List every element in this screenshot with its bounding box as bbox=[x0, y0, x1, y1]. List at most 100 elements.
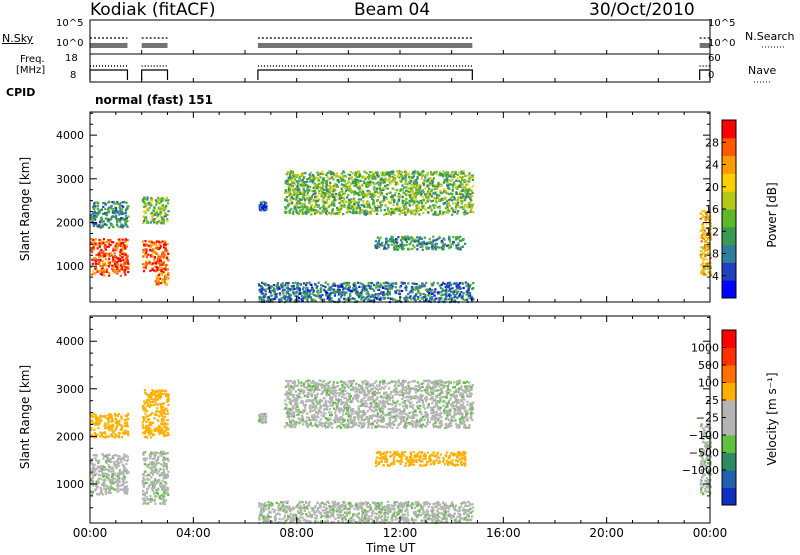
echo-cell bbox=[288, 203, 290, 205]
echo-cell bbox=[99, 435, 101, 437]
echo-cell bbox=[114, 252, 116, 254]
echo-cell bbox=[115, 265, 117, 267]
echo-cell bbox=[406, 244, 408, 246]
echo-cell bbox=[365, 195, 367, 197]
echo-cell bbox=[142, 406, 144, 408]
echo-cell bbox=[165, 266, 167, 268]
echo-cell bbox=[296, 203, 298, 205]
echo-cell bbox=[448, 298, 450, 300]
echo-cell bbox=[369, 184, 371, 186]
echo-cell bbox=[464, 175, 466, 177]
echo-cell bbox=[390, 214, 392, 216]
echo-cell bbox=[101, 271, 103, 273]
echo-cell bbox=[96, 244, 98, 246]
echo-cell bbox=[114, 429, 116, 431]
echo-cell bbox=[93, 467, 95, 469]
echo-cell bbox=[98, 270, 100, 272]
echo-cell bbox=[312, 174, 314, 176]
echo-cell bbox=[100, 265, 102, 267]
echo-cell bbox=[457, 185, 459, 187]
echo-cell bbox=[423, 191, 425, 193]
echo-cell bbox=[156, 269, 158, 271]
echo-cell bbox=[409, 204, 411, 206]
echo-cell bbox=[446, 245, 448, 247]
echo-cell bbox=[120, 265, 122, 267]
echo-cell bbox=[165, 408, 167, 410]
echo-cell bbox=[381, 194, 383, 196]
echo-cell bbox=[445, 175, 447, 177]
echo-cell bbox=[314, 300, 316, 302]
echo-cell bbox=[108, 258, 110, 260]
echo-cell bbox=[152, 461, 154, 463]
echo-cell bbox=[167, 404, 169, 406]
echo-cell bbox=[165, 199, 167, 201]
echo-cell bbox=[325, 212, 327, 214]
echo-cell bbox=[374, 183, 376, 185]
echo-cell bbox=[118, 479, 120, 481]
echo-cell bbox=[446, 204, 448, 206]
echo-cell bbox=[111, 225, 113, 227]
echo-cell bbox=[154, 391, 156, 393]
echo-cell bbox=[286, 196, 288, 198]
echo-cell bbox=[423, 199, 425, 201]
echo-cell bbox=[427, 172, 429, 174]
echo-cell bbox=[303, 290, 305, 292]
echo-cell bbox=[116, 247, 118, 249]
echo-cell bbox=[439, 190, 441, 192]
echo-cell bbox=[283, 285, 285, 287]
echo-cell bbox=[377, 181, 379, 183]
echo-cell bbox=[311, 195, 313, 197]
echo-cell bbox=[701, 234, 703, 236]
echo-cell bbox=[111, 201, 113, 203]
echo-cell bbox=[142, 416, 144, 418]
echo-cell bbox=[424, 188, 426, 190]
echo-cell bbox=[368, 299, 370, 301]
echo-cell bbox=[326, 199, 328, 201]
echo-cell bbox=[362, 296, 364, 298]
echo-cell bbox=[149, 495, 151, 497]
echo-cell bbox=[356, 207, 358, 209]
echo-cell bbox=[95, 418, 97, 420]
echo-cell bbox=[152, 398, 154, 400]
echo-cell bbox=[288, 187, 290, 189]
echo-cell bbox=[123, 468, 125, 470]
freq-trace bbox=[142, 70, 168, 80]
echo-cell bbox=[413, 186, 415, 188]
echo-cell bbox=[309, 290, 311, 292]
echo-cell bbox=[422, 196, 424, 198]
echo-cell bbox=[158, 431, 160, 433]
echo-cell bbox=[163, 477, 165, 479]
echo-cell bbox=[405, 190, 407, 192]
echo-cell bbox=[156, 403, 158, 405]
echo-cell bbox=[358, 194, 360, 196]
echo-cell bbox=[447, 186, 449, 188]
echo-cell bbox=[449, 240, 451, 242]
echo-cell bbox=[380, 172, 382, 174]
echo-cell bbox=[315, 204, 317, 206]
echo-cell bbox=[161, 503, 163, 505]
echo-cell bbox=[121, 428, 123, 430]
echo-cell bbox=[363, 171, 365, 173]
echo-cell bbox=[340, 296, 342, 298]
echo-cell bbox=[299, 293, 301, 295]
echo-cell bbox=[92, 475, 94, 477]
echo-cell bbox=[319, 176, 321, 178]
echo-cell bbox=[456, 204, 458, 206]
echo-cell bbox=[396, 245, 398, 247]
echo-cell bbox=[146, 399, 148, 401]
echo-cell bbox=[98, 460, 100, 462]
echo-cell bbox=[167, 493, 169, 495]
echo-cell bbox=[365, 288, 367, 290]
echo-cell bbox=[704, 268, 706, 270]
echo-cell bbox=[98, 477, 100, 479]
echo-cell bbox=[97, 205, 99, 207]
echo-cell bbox=[292, 210, 294, 212]
echo-cell bbox=[143, 244, 145, 246]
echo-cell bbox=[373, 205, 375, 207]
echo-cell bbox=[328, 212, 330, 214]
echo-cell bbox=[153, 467, 155, 469]
echo-cell bbox=[124, 271, 126, 273]
echo-cell bbox=[372, 177, 374, 179]
echo-cell bbox=[381, 204, 383, 206]
echo-cell bbox=[166, 214, 168, 216]
